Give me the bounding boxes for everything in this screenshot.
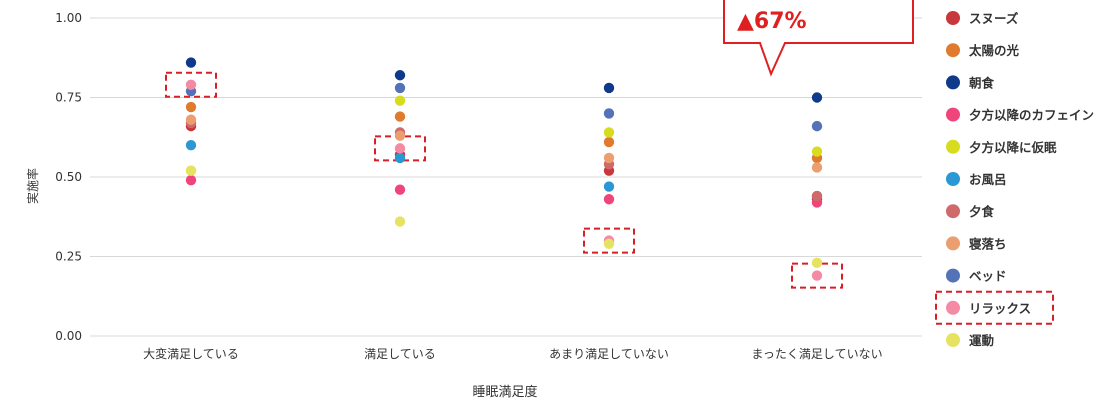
- legend-marker: [946, 268, 960, 283]
- data-point: [603, 127, 615, 138]
- legend-label: スヌーズ: [969, 11, 1019, 26]
- legend-label: リラックス: [969, 301, 1031, 316]
- data-point: [394, 111, 406, 122]
- data-point: [811, 190, 823, 202]
- y-tick-label: 1.00: [55, 11, 82, 25]
- highlight-boxes: [165, 71, 843, 289]
- x-tick-label: 満足している: [364, 347, 436, 361]
- legend-marker: [946, 300, 960, 315]
- data-point: [394, 82, 406, 94]
- y-tick-label: 0.75: [55, 91, 82, 105]
- data-point: [811, 146, 823, 157]
- legend-marker: [946, 43, 960, 58]
- x-tick-label: まったく満足していない: [751, 347, 882, 361]
- data-point: [185, 79, 197, 90]
- legend-marker: [946, 75, 960, 90]
- y-axis-label: 実施率: [25, 168, 40, 204]
- callout-text: ▲67%: [737, 9, 807, 34]
- highlight-box: [583, 227, 635, 254]
- callout: ▲67%: [723, 0, 914, 77]
- legend-label: 太陽の光: [969, 43, 1020, 58]
- data-point: [603, 152, 615, 164]
- data-point: [811, 162, 823, 173]
- legend-marker: [946, 11, 960, 25]
- data-point: [394, 70, 406, 81]
- data-point: [185, 101, 197, 113]
- data-point: [603, 136, 615, 148]
- data-point: [394, 216, 406, 227]
- x-axis-label: 睡眠満足度: [472, 384, 537, 400]
- legend-label: ベッド: [969, 269, 1007, 284]
- data-point: [185, 140, 197, 151]
- y-tick-label: 0.25: [55, 250, 82, 264]
- grid-lines: [90, 17, 922, 337]
- data-point: [394, 95, 406, 106]
- y-tick-labels: 0.00 0.25 0.50 0.75 1.00: [55, 11, 82, 343]
- y-tick-label: 0.00: [55, 329, 82, 343]
- data-point: [185, 165, 197, 176]
- data-point: [811, 257, 823, 269]
- data-point: [603, 181, 615, 192]
- legend-marker: [946, 139, 960, 154]
- data-point: [811, 270, 823, 281]
- legend-highlight-box: [935, 290, 1054, 325]
- legend-label: 寝落ち: [969, 236, 1007, 251]
- data-point: [185, 57, 197, 68]
- x-tick-labels: 大変満足している 満足している あまり満足していない まったく満足していない: [143, 346, 882, 361]
- legend-marker: [946, 172, 960, 186]
- data-point: [394, 130, 406, 141]
- legend-label: 夕方以降に仮眠: [969, 140, 1057, 155]
- data-point: [394, 152, 406, 164]
- data-point: [603, 82, 615, 94]
- callout-box: [723, 0, 914, 77]
- legend: スヌーズ太陽の光朝食夕方以降のカフェイン夕方以降に仮眠お風呂夕食寝落ちベッドリラ…: [935, 11, 1094, 348]
- data-point: [811, 92, 823, 103]
- data-point: [185, 174, 197, 186]
- data-point: [603, 194, 615, 205]
- data-point: [394, 184, 406, 195]
- data-point: [185, 114, 197, 125]
- highlight-box: [165, 71, 217, 98]
- legend-label: 朝食: [969, 75, 995, 90]
- legend-marker: [946, 333, 960, 347]
- x-tick-label: 大変満足している: [143, 346, 239, 361]
- data-point: [394, 143, 406, 154]
- x-tick-label: あまり満足していない: [549, 347, 669, 361]
- legend-marker: [946, 236, 960, 251]
- data-point: [603, 238, 615, 249]
- legend-label: 運動: [969, 333, 994, 348]
- legend-marker: [946, 107, 960, 122]
- data-points: [185, 57, 823, 281]
- legend-label: 夕食: [969, 204, 995, 219]
- legend-label: お風呂: [969, 172, 1007, 187]
- legend-label: 夕方以降のカフェイン: [969, 108, 1094, 123]
- data-point: [603, 108, 615, 119]
- legend-marker: [946, 204, 960, 219]
- y-tick-label: 0.50: [55, 170, 82, 184]
- data-point: [811, 120, 823, 132]
